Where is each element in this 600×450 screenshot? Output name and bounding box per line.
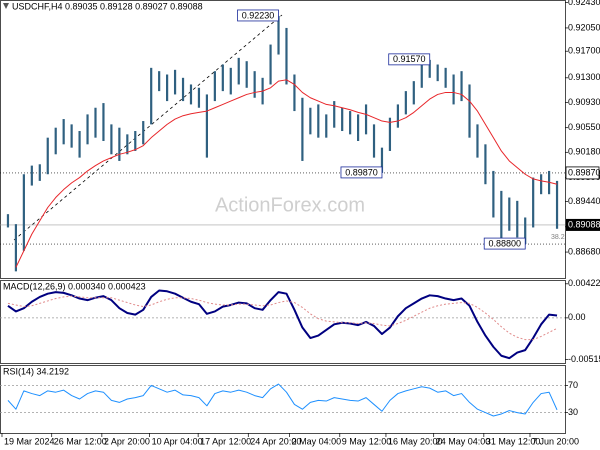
annotation-label: 0.89870 bbox=[345, 167, 378, 177]
panel-frame bbox=[0, 280, 566, 364]
panel-frame bbox=[0, 0, 566, 279]
y-tick-label: 0.88680 bbox=[568, 246, 600, 256]
y-tick-label: 0.92430 bbox=[568, 0, 600, 7]
x-tick-label: 2 Apr 20:00 bbox=[104, 436, 150, 446]
annotation-label: 0.91570 bbox=[393, 54, 426, 64]
x-tick-label: 19 Mar 2024 bbox=[4, 436, 55, 446]
panel-frame bbox=[0, 365, 566, 434]
y-tick-label: 0.004227 bbox=[568, 278, 600, 288]
series-line bbox=[7, 295, 558, 341]
y-tick-label: 0.91700 bbox=[568, 46, 600, 56]
x-tick-label: 26 Mar 12:00 bbox=[54, 436, 107, 446]
panel-title: MACD(12,26,9) 0.000340 0.000423 bbox=[3, 281, 146, 291]
last-price-label: 0.89088 bbox=[568, 219, 600, 229]
y-tick-label: 0.92050 bbox=[568, 22, 600, 32]
trend-line bbox=[13, 14, 283, 241]
y-tick-label: 70 bbox=[568, 380, 578, 390]
y-tick-label: 0.90180 bbox=[568, 147, 600, 157]
annotation-box bbox=[388, 53, 431, 66]
series-line bbox=[7, 383, 558, 417]
y-tick-label: 0.91300 bbox=[568, 72, 600, 82]
watermark: ActionForex.com bbox=[215, 194, 365, 216]
y-tick-label: 0.00 bbox=[568, 312, 586, 322]
axis-tag-label: 0.89870 bbox=[568, 167, 600, 177]
panel-title: RSI(14) 34.2192 bbox=[3, 366, 69, 376]
x-tick-label: 24 May 04:00 bbox=[436, 436, 491, 446]
annotation-label: 0.92230 bbox=[242, 10, 275, 20]
panel-title: USDCHF,H4 0.89035 0.89128 0.89027 0.8908… bbox=[12, 1, 203, 11]
annotation-box bbox=[483, 237, 526, 250]
x-tick-label: 24 Apr 20:00 bbox=[250, 436, 301, 446]
x-tick-label: 17 Apr 12:00 bbox=[200, 436, 251, 446]
axis-tag bbox=[565, 166, 600, 180]
x-tick-label: 9 May 12:00 bbox=[342, 436, 392, 446]
series-line bbox=[15, 79, 558, 268]
x-tick-label: 7 Jun 20:00 bbox=[532, 436, 579, 446]
last-price-tag bbox=[566, 218, 600, 231]
annotation-box bbox=[340, 166, 383, 179]
y-tick-label: 0.90550 bbox=[568, 122, 600, 132]
x-tick-label: 16 May 20:00 bbox=[388, 436, 443, 446]
y-tick-label: 0.90930 bbox=[568, 97, 600, 107]
series-line bbox=[7, 289, 558, 360]
y-tick-label: 0.89440 bbox=[568, 196, 600, 206]
fib-label: 38.2 bbox=[551, 234, 565, 241]
x-tick-label: 2 May 04:00 bbox=[292, 436, 342, 446]
annotation-box bbox=[237, 9, 279, 22]
annotation-label: 0.88800 bbox=[488, 238, 521, 248]
y-tick-label: -0.005153 bbox=[568, 354, 600, 364]
y-tick-label: 30 bbox=[568, 407, 578, 417]
symbol-icon bbox=[3, 3, 9, 9]
x-tick-label: 10 Apr 04:00 bbox=[152, 436, 203, 446]
x-tick-label: 31 May 12:00 bbox=[486, 436, 541, 446]
